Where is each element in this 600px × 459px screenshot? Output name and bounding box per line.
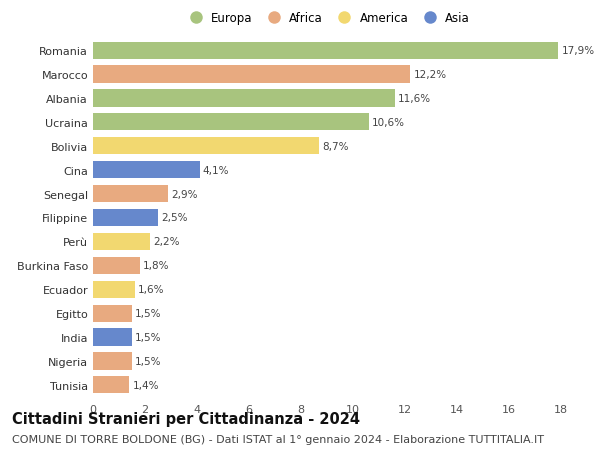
Text: 12,2%: 12,2% [413, 70, 446, 80]
Text: 8,7%: 8,7% [322, 141, 349, 151]
Bar [93, 66, 410, 84]
Text: COMUNE DI TORRE BOLDONE (BG) - Dati ISTAT al 1° gennaio 2024 - Elaborazione TUTT: COMUNE DI TORRE BOLDONE (BG) - Dati ISTA… [12, 434, 544, 444]
Text: 1,5%: 1,5% [135, 332, 161, 342]
Bar [93, 305, 132, 322]
Bar [93, 353, 132, 370]
Text: 1,8%: 1,8% [143, 261, 169, 271]
Text: 2,5%: 2,5% [161, 213, 188, 223]
Text: 1,5%: 1,5% [135, 308, 161, 319]
Bar [93, 281, 134, 298]
Bar [93, 162, 200, 179]
Bar [93, 329, 132, 346]
Bar [93, 233, 150, 251]
Text: 1,6%: 1,6% [138, 285, 164, 295]
Bar [93, 42, 559, 60]
Text: 17,9%: 17,9% [562, 46, 595, 56]
Bar [93, 209, 158, 227]
Bar [93, 138, 319, 155]
Bar [93, 185, 169, 203]
Text: 2,2%: 2,2% [154, 237, 180, 247]
Text: 4,1%: 4,1% [203, 165, 229, 175]
Bar [93, 257, 140, 274]
Text: 11,6%: 11,6% [398, 94, 431, 104]
Bar [93, 376, 130, 394]
Text: Cittadini Stranieri per Cittadinanza - 2024: Cittadini Stranieri per Cittadinanza - 2… [12, 411, 360, 426]
Legend: Europa, Africa, America, Asia: Europa, Africa, America, Asia [184, 12, 470, 25]
Text: 2,9%: 2,9% [172, 189, 198, 199]
Bar [93, 114, 368, 131]
Text: 1,5%: 1,5% [135, 356, 161, 366]
Bar [93, 90, 395, 107]
Text: 10,6%: 10,6% [372, 118, 405, 128]
Text: 1,4%: 1,4% [133, 380, 159, 390]
